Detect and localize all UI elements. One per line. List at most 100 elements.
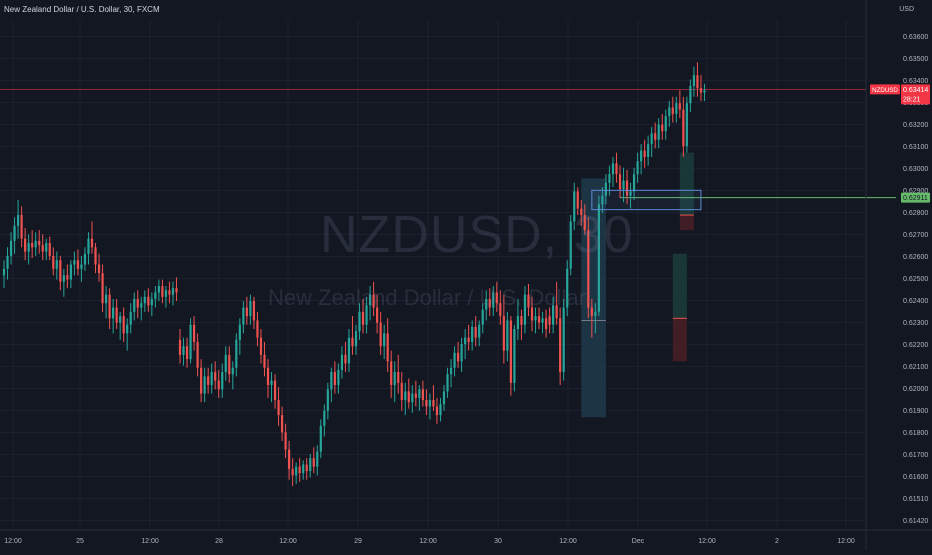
candle (252, 296, 256, 330)
candle (703, 83, 706, 102)
candle (587, 217, 590, 319)
candle (245, 296, 248, 325)
time-tick-label: 12:00 (4, 538, 22, 545)
candle (636, 152, 639, 183)
price-tick-label: 0.63100 (903, 144, 928, 151)
candle (435, 397, 439, 424)
candle (284, 423, 287, 459)
candle (326, 382, 329, 420)
candle (471, 320, 474, 351)
candle (467, 324, 470, 351)
candle (534, 307, 537, 334)
candle (309, 453, 312, 478)
candle (259, 329, 263, 364)
candle (488, 288, 491, 317)
candle (76, 249, 80, 276)
candle (157, 279, 160, 302)
candle (425, 389, 428, 416)
candle (147, 288, 150, 312)
candle (150, 292, 153, 317)
candle (316, 445, 319, 476)
candle (97, 253, 101, 282)
candle (196, 333, 199, 377)
candle (407, 378, 410, 409)
candle (358, 303, 361, 340)
candle (499, 290, 502, 325)
candle (185, 337, 189, 368)
price-tick-label: 0.62400 (903, 298, 928, 305)
candle (298, 458, 301, 482)
candle (330, 367, 333, 403)
candle (280, 406, 284, 441)
candle (386, 318, 389, 373)
candle (16, 199, 20, 239)
candle (481, 303, 484, 334)
candle (48, 236, 51, 261)
price-tick-label: 0.61600 (903, 474, 928, 481)
candle (506, 311, 509, 362)
candle (340, 346, 344, 379)
candle (678, 90, 681, 119)
candle (699, 75, 703, 102)
candle (414, 380, 417, 407)
candle (449, 359, 453, 388)
candle (453, 346, 456, 377)
candle (273, 374, 277, 409)
price-tick-label: 0.61700 (903, 452, 928, 459)
candle (516, 298, 520, 340)
time-tick-label: 12:00 (419, 538, 437, 545)
candle (632, 167, 636, 200)
candle (242, 301, 245, 334)
candle (590, 298, 593, 338)
price-tick-label: 0.61900 (903, 408, 928, 415)
price-tick-label: 0.63500 (903, 56, 928, 63)
candle (136, 290, 139, 319)
candle (439, 397, 442, 422)
position-target-zone (672, 253, 687, 319)
position-stop-zone (679, 215, 694, 231)
candle (495, 281, 498, 312)
candle (573, 182, 576, 231)
candle (2, 260, 6, 289)
candle (291, 458, 294, 487)
candle (513, 324, 516, 392)
candle (552, 296, 555, 334)
candle (618, 165, 622, 198)
candle (9, 232, 13, 265)
candle (192, 316, 196, 351)
candle (456, 341, 460, 368)
time-tick-label: 29 (354, 538, 362, 545)
candle (397, 354, 400, 394)
candle (675, 96, 678, 123)
candle (622, 167, 625, 203)
candle (555, 281, 558, 325)
candle (119, 311, 122, 340)
candle (266, 359, 270, 398)
symbol-badge-label: NZDUSD (872, 87, 898, 94)
candle (629, 182, 632, 209)
candle (203, 367, 206, 403)
candle (657, 118, 660, 149)
candle (361, 298, 365, 334)
candle (20, 206, 23, 248)
currency-label[interactable]: USD (899, 6, 914, 13)
candle (80, 255, 83, 282)
price-tick-label: 0.62600 (903, 254, 928, 261)
candle (351, 316, 354, 355)
candle (161, 279, 164, 304)
candle (178, 329, 182, 364)
candle (175, 277, 178, 302)
candle (235, 333, 238, 377)
marked-level-value: 0.62911 (903, 195, 928, 202)
candle (34, 232, 37, 256)
drawn-rectangle (591, 189, 702, 211)
candle (365, 296, 368, 334)
price-tick-label: 0.62100 (903, 364, 928, 371)
candle (689, 79, 692, 112)
candle (400, 372, 403, 411)
candle (302, 460, 305, 480)
candle (333, 361, 336, 394)
candle (140, 296, 143, 321)
